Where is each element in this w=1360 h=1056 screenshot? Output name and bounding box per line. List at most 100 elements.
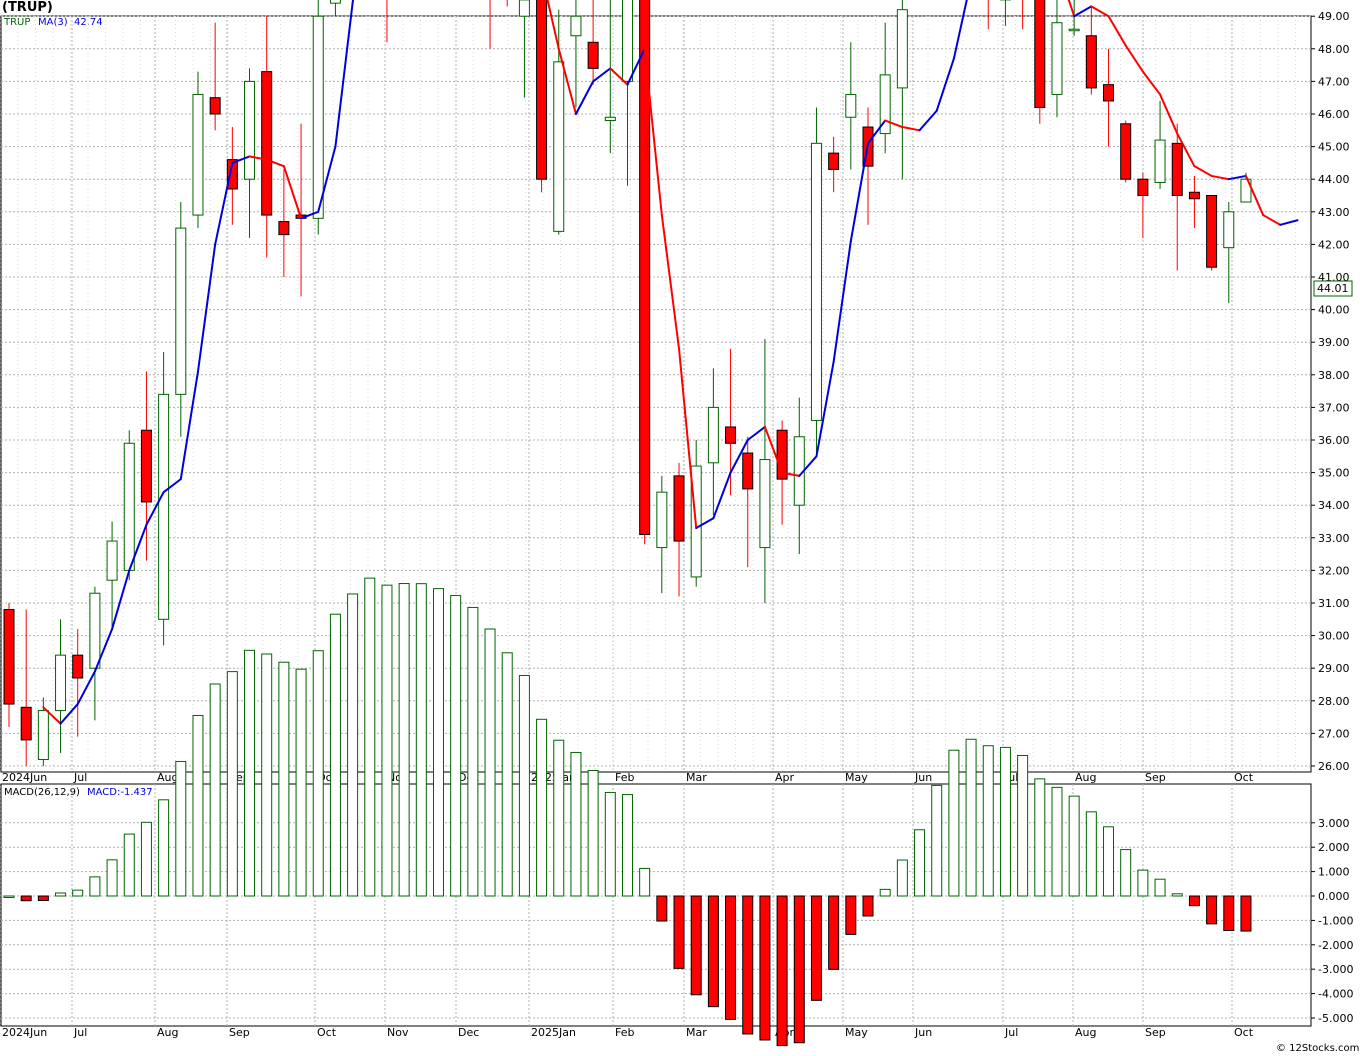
ma-segment xyxy=(300,210,320,220)
price-tick-label: 46.00 xyxy=(1318,108,1350,121)
macd-bar xyxy=(725,895,737,1020)
ma-segment xyxy=(334,2,354,148)
macd-bar xyxy=(312,650,324,897)
macd-bar xyxy=(72,889,84,897)
candle-body xyxy=(312,15,324,219)
macd-axis: 3.000 2.000 1.000 0.000 -1.000 -2.000 -3.000 -4… xyxy=(1311,817,1353,1025)
ma-segment xyxy=(1159,93,1179,135)
month-label: Aug xyxy=(1075,771,1096,784)
ma-segment xyxy=(282,165,303,220)
macd-bar xyxy=(329,613,341,897)
candle-body xyxy=(1120,123,1132,180)
candle-body xyxy=(1085,35,1097,89)
macd-month-label: Mar xyxy=(686,1026,707,1039)
ma-segment xyxy=(660,214,681,350)
macd-bar xyxy=(1137,869,1149,897)
candle-body xyxy=(673,475,685,542)
macd-tick-label: 3.000 xyxy=(1318,817,1350,830)
macd-bar xyxy=(828,895,840,970)
macd-month-label: Aug xyxy=(157,1026,178,1039)
candle-body xyxy=(209,97,221,115)
macd-bar xyxy=(3,895,15,898)
macd-bar xyxy=(295,668,307,897)
price-tick-label: 26.00 xyxy=(1318,760,1350,773)
price-tick-label: 39.00 xyxy=(1318,336,1350,349)
macd-tick-label: 0.000 xyxy=(1318,890,1350,903)
candle-body xyxy=(1103,84,1115,102)
candle-body xyxy=(656,491,668,549)
candle-body xyxy=(140,429,152,503)
candle-body xyxy=(639,0,651,536)
macd-bar xyxy=(518,674,530,897)
price-tick-label: 48.00 xyxy=(1318,43,1350,56)
candle-body xyxy=(587,41,599,69)
macd-bar xyxy=(536,718,548,897)
macd-month-label: Nov xyxy=(387,1026,409,1039)
candle-body xyxy=(1240,178,1252,203)
ma-segment xyxy=(111,569,131,631)
candle-body xyxy=(1188,191,1200,200)
macd-month-label: Aug xyxy=(1075,1026,1096,1039)
macd-bar xyxy=(1206,895,1218,925)
macd-bar xyxy=(1223,895,1235,932)
price-tick-label: 45.00 xyxy=(1318,141,1350,154)
ma-segment xyxy=(214,161,234,246)
ma-segment xyxy=(317,145,337,213)
price-tick-label: 31.00 xyxy=(1318,597,1350,610)
ma-segment xyxy=(729,439,749,474)
ma-segment xyxy=(76,670,96,706)
ma-segment xyxy=(1193,165,1213,177)
candle-body xyxy=(896,9,908,89)
macd-bar xyxy=(999,746,1011,897)
macd-bar xyxy=(948,749,960,897)
ma-segment xyxy=(952,0,968,60)
macd-bar xyxy=(244,649,256,897)
macd-bar xyxy=(1051,786,1063,897)
ma-segment xyxy=(93,628,114,673)
price-tick-label: 30.00 xyxy=(1318,630,1350,643)
macd-month-label: 2024Jun xyxy=(2,1026,47,1039)
month-label: Aug xyxy=(157,771,178,784)
candle-body xyxy=(89,592,101,669)
ma-segment xyxy=(695,517,715,530)
candle-body xyxy=(1223,211,1235,249)
macd-bar xyxy=(415,583,427,897)
macd-panel-frame xyxy=(0,783,1312,1027)
ma-segment xyxy=(128,523,148,572)
candle-body xyxy=(123,442,135,571)
month-label: Mar xyxy=(686,771,707,784)
candle-body xyxy=(1068,28,1080,32)
ma-label: MA(3) xyxy=(38,17,68,28)
candle-body xyxy=(845,93,857,118)
macd-bar xyxy=(278,661,290,897)
ma-segment xyxy=(592,67,612,83)
macd-bar xyxy=(793,895,805,1044)
ma-segment xyxy=(42,706,62,725)
candle-body xyxy=(1137,178,1149,196)
ma-segment xyxy=(781,471,801,477)
macd-month-label: Feb xyxy=(615,1026,634,1039)
macd-bar xyxy=(347,593,359,897)
macd-bar xyxy=(879,888,891,897)
macd-bar xyxy=(965,738,977,897)
macd-panel: MACD(26,12,9) MACD:-1.437 3.000 2.000 1.00… xyxy=(0,577,1353,1047)
price-tick-label: 49.00 xyxy=(1318,10,1350,23)
candle-body xyxy=(570,15,582,37)
ma-segment xyxy=(918,109,938,132)
ticker-label: TRUP xyxy=(3,17,30,28)
macd-bar xyxy=(1154,878,1166,897)
candle-body xyxy=(37,710,49,760)
price-tick-label: 33.00 xyxy=(1318,532,1350,545)
candle-body xyxy=(810,142,822,421)
ma-segment xyxy=(145,491,165,526)
macd-month-label: Sep xyxy=(229,1026,250,1039)
candle-body xyxy=(192,93,204,216)
macd-bars xyxy=(3,577,1252,1047)
macd-month-label: 2025Jan xyxy=(531,1026,576,1039)
macd-bar xyxy=(175,760,187,897)
ma-segment xyxy=(162,478,182,494)
price-tick-label: 34.00 xyxy=(1318,499,1350,512)
ma-segment xyxy=(574,80,595,115)
candle-body xyxy=(20,706,32,741)
candle-body xyxy=(278,221,290,236)
